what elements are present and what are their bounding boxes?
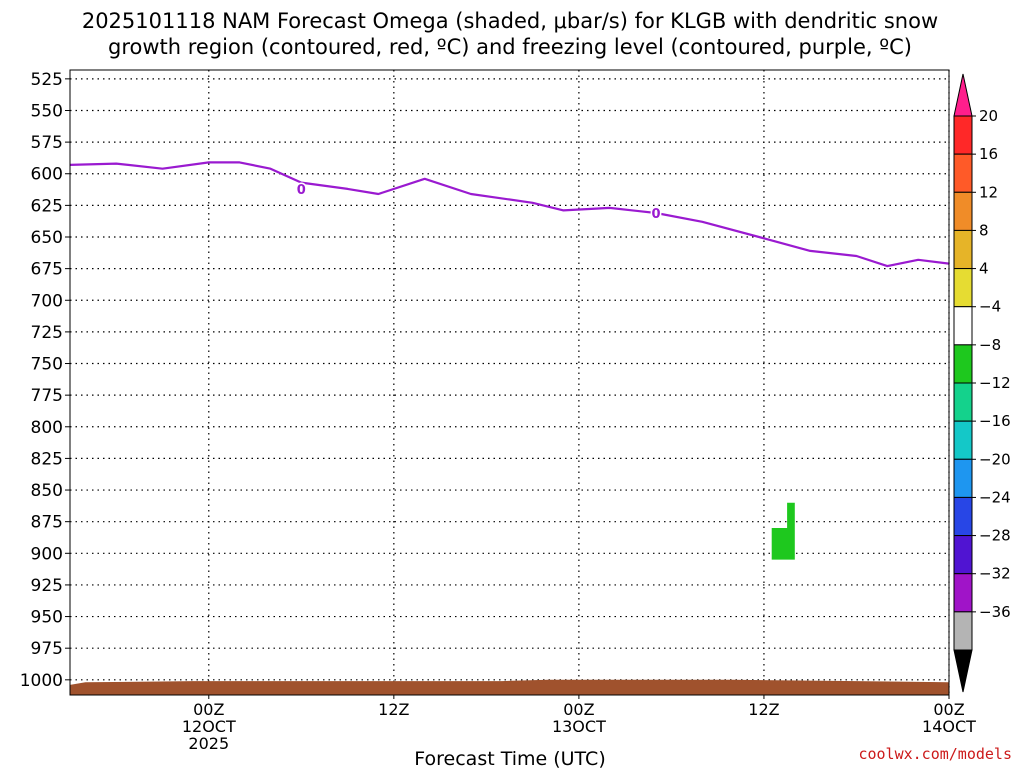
colorbar-label-5: −4 xyxy=(979,298,1001,316)
y-tick-label-900: 900 xyxy=(31,544,63,564)
plot-frame xyxy=(69,69,950,696)
colorbar-label-9: −20 xyxy=(979,450,1011,468)
gridlines xyxy=(70,70,950,695)
colorbar-bottom-triangle xyxy=(953,649,973,693)
colorbar-swatch-11 xyxy=(953,535,973,575)
x-tick-label-1-1: 12Z xyxy=(378,700,409,719)
colorbar-swatch-2 xyxy=(953,191,973,231)
x-tick-label-3-1: 12Z xyxy=(748,700,779,719)
plot-area: 000 xyxy=(69,69,1024,696)
y-tick-label-950: 950 xyxy=(31,608,63,628)
x-tick-label-2-2: 13OCT xyxy=(552,717,606,736)
y-tick-label-975: 975 xyxy=(31,639,63,659)
colorbar-label-2: 12 xyxy=(979,183,998,201)
y-tick-label-825: 825 xyxy=(31,449,63,469)
terrain-layer xyxy=(70,679,949,695)
x-tick-label-0-3: 2025 xyxy=(188,734,229,753)
colorbar-swatch-8 xyxy=(953,420,973,460)
y-tick-label-725: 725 xyxy=(31,323,63,343)
chart-title-line-1: 2025101118 NAM Forecast Omega (shaded, μ… xyxy=(82,9,938,33)
y-tick-label-925: 925 xyxy=(31,576,63,596)
y-tick-label-850: 850 xyxy=(31,481,63,501)
colorbar-label-11: −28 xyxy=(979,527,1011,545)
y-tick-label-625: 625 xyxy=(31,196,63,216)
freezing-level-layer: 000 xyxy=(70,161,949,268)
y-tick-label-675: 675 xyxy=(31,260,63,280)
x-tick-label-2-1: 00Z xyxy=(563,700,594,719)
credit-watermark: coolwx.com/models xyxy=(858,745,1012,763)
colorbar-swatch-1 xyxy=(953,153,973,193)
omega-shading xyxy=(771,467,1024,588)
y-axis-pressure: 525 550 575 600 625 650 675 700 725 750 775 800 825 8… xyxy=(20,70,70,691)
colorbar-swatch-10 xyxy=(953,496,973,537)
y-tick-label-775: 775 xyxy=(31,386,63,406)
colorbar-swatch-7 xyxy=(953,382,973,422)
colorbar-label-4: 4 xyxy=(979,260,989,278)
x-tick-label-0-2: 12OCT xyxy=(182,717,236,736)
y-tick-label-750: 750 xyxy=(31,355,63,375)
freezing-level-label-1: 0 xyxy=(651,207,660,222)
colorbar-label-8: −16 xyxy=(979,412,1011,430)
omega-region-1 xyxy=(1020,467,1024,588)
chart-title-line-2: growth region (contoured, red, ºC) and f… xyxy=(108,35,912,59)
colorbar-label-10: −24 xyxy=(979,488,1011,506)
freezing-level-line xyxy=(70,161,949,268)
y-tick-label-875: 875 xyxy=(31,513,63,533)
colorbar-swatch-6 xyxy=(953,344,973,384)
colorbar-swatch-9 xyxy=(953,458,973,498)
chart-title: 2025101118 NAM Forecast Omega (shaded, μ… xyxy=(82,9,938,59)
y-tick-label-1000: 1000 xyxy=(20,671,63,691)
colorbar-swatch-4 xyxy=(953,268,973,308)
y-tick-label-650: 650 xyxy=(31,228,63,248)
x-tick-label-0-1: 00Z xyxy=(193,700,224,719)
x-tick-label-4-1: 00Z xyxy=(933,700,964,719)
colorbar-swatch-13 xyxy=(953,611,973,651)
colorbar-label-6: −8 xyxy=(979,336,1001,354)
x-tick-label-4-2: 14OCT xyxy=(922,717,976,736)
y-tick-label-600: 600 xyxy=(31,165,63,185)
colorbar-swatch-12 xyxy=(953,573,973,613)
colorbar-label-12: −32 xyxy=(979,565,1011,583)
y-tick-label-525: 525 xyxy=(31,70,63,90)
colorbar-top-triangle xyxy=(953,73,973,117)
freezing-level-label-0: 0 xyxy=(297,183,306,198)
colorbar-swatch-0 xyxy=(953,115,973,155)
colorbar-label-1: 16 xyxy=(979,145,998,163)
y-tick-label-550: 550 xyxy=(31,101,63,121)
colorbar-label-0: 20 xyxy=(979,107,998,125)
y-tick-label-575: 575 xyxy=(31,133,63,153)
colorbar-swatch-5 xyxy=(953,306,973,346)
colorbar-label-13: −36 xyxy=(979,603,1011,621)
colorbar-swatch-3 xyxy=(953,229,973,270)
colorbar-legend: 20 16 12 8 4 −4 −8 −12 −16 −20 −24 −28 −32 −36 xyxy=(953,73,1011,693)
colorbar-label-7: −12 xyxy=(979,374,1011,392)
terrain-surface xyxy=(70,679,949,695)
omega-region-4 xyxy=(771,502,795,560)
x-axis-label: Forecast Time (UTC) xyxy=(414,748,605,768)
y-tick-label-800: 800 xyxy=(31,418,63,438)
colorbar-label-3: 8 xyxy=(979,221,989,239)
y-tick-label-700: 700 xyxy=(31,291,63,311)
